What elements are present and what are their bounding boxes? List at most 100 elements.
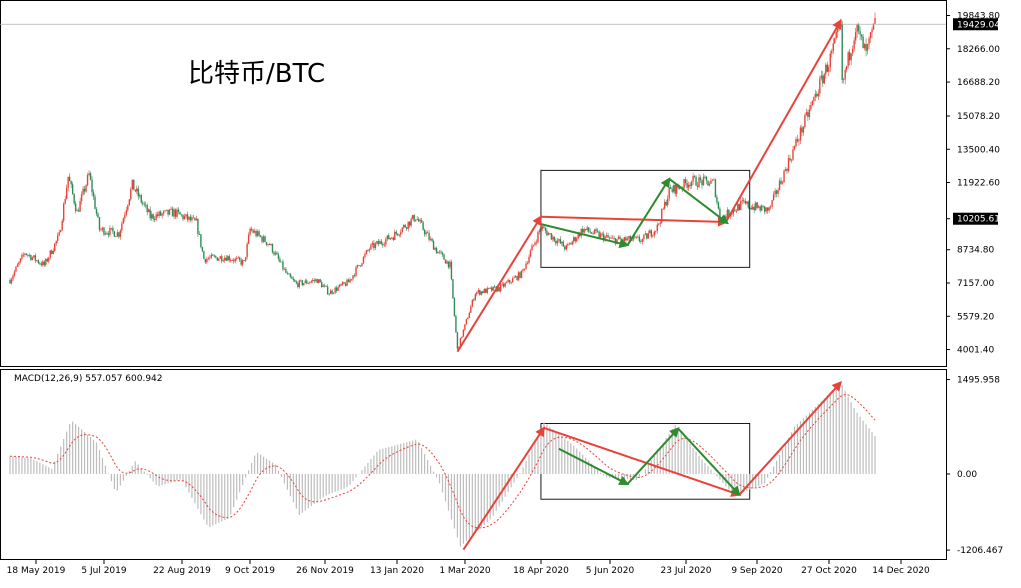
- macd-bar: [686, 440, 688, 474]
- candle-body: [825, 64, 827, 75]
- candle-body: [614, 238, 617, 245]
- macd-bar: [531, 448, 533, 474]
- candle-body: [268, 244, 271, 245]
- candle-body: [113, 231, 116, 237]
- candle-body: [580, 228, 582, 237]
- candle-body: [556, 240, 559, 244]
- macd-bar: [602, 473, 605, 476]
- macd-bar: [409, 441, 411, 474]
- macd-bar: [659, 446, 661, 474]
- candle-body: [323, 285, 326, 287]
- candle-body: [511, 278, 514, 283]
- candle-body: [12, 275, 14, 280]
- candle-body: [400, 232, 402, 235]
- candle-body: [228, 256, 230, 261]
- candle-body: [21, 254, 23, 259]
- price-tag-box: [953, 212, 998, 225]
- candle-body: [250, 228, 253, 231]
- candle-body: [74, 203, 77, 212]
- macd-bar: [343, 473, 345, 489]
- candle-body: [683, 179, 685, 189]
- price-pane: [0, 12, 946, 353]
- candle-body: [440, 251, 442, 253]
- macd-bar: [773, 466, 775, 474]
- candle-body: [279, 259, 281, 262]
- candle-body: [646, 233, 648, 239]
- trend-arrow-red: [456, 215, 542, 353]
- macd-bar: [728, 473, 730, 490]
- macd-bar: [513, 473, 515, 483]
- candle-body: [604, 236, 606, 241]
- macd-bar: [665, 438, 667, 474]
- candle-body: [468, 312, 471, 318]
- candle-body: [16, 264, 19, 267]
- macd-arrow-green: [677, 427, 741, 497]
- candle-body: [611, 237, 614, 239]
- macd-bar: [373, 455, 375, 474]
- candle-body: [735, 210, 738, 212]
- candle-body: [62, 203, 65, 221]
- candle-body: [422, 222, 424, 230]
- candle-body: [464, 324, 466, 330]
- x-tick-label: 18 Apr 2020: [513, 566, 569, 576]
- candle-body: [355, 267, 357, 276]
- candle-body: [771, 200, 773, 207]
- candle-body: [329, 290, 332, 295]
- candle-body: [667, 198, 669, 206]
- macd-bar: [83, 432, 86, 474]
- candle-body: [647, 233, 650, 239]
- candle-body: [807, 112, 809, 117]
- candle-body: [789, 158, 791, 161]
- candle-body: [583, 229, 585, 233]
- macd-bar: [567, 440, 569, 474]
- macd-bar: [698, 455, 700, 474]
- candle-body: [206, 258, 208, 263]
- candle-body: [868, 38, 870, 45]
- candle-body: [407, 221, 409, 229]
- macd-bar: [674, 424, 676, 474]
- macd-bar: [18, 457, 20, 474]
- candle-body: [322, 285, 324, 288]
- candle-body: [359, 265, 362, 267]
- macd-bar: [194, 473, 196, 504]
- candle-body: [148, 209, 150, 213]
- candle-body: [644, 233, 647, 235]
- macd-bar: [328, 473, 330, 495]
- candle-body: [373, 242, 375, 249]
- candle-body: [564, 246, 566, 250]
- candle-body: [483, 288, 485, 293]
- candle-body: [851, 48, 854, 54]
- trend-arrow-red: [725, 18, 842, 223]
- candle-body: [538, 230, 541, 233]
- candle-body: [134, 189, 136, 192]
- macd-bar: [307, 473, 309, 509]
- macd-bar: [823, 398, 825, 474]
- candle-body: [531, 245, 533, 251]
- candle-body: [300, 280, 302, 282]
- macd-bar: [582, 454, 584, 474]
- candle-body: [447, 261, 450, 268]
- candle-body: [643, 234, 645, 240]
- macd-bar: [197, 473, 199, 509]
- candle-body: [793, 146, 796, 150]
- candle-body: [844, 69, 846, 80]
- macd-bar: [424, 453, 426, 474]
- candle-body: [89, 173, 92, 180]
- candle-body: [766, 207, 769, 211]
- candle-body: [334, 287, 336, 293]
- candle-body: [191, 217, 193, 221]
- candle-body: [389, 238, 392, 240]
- candle-body: [68, 176, 71, 182]
- macd-bar: [236, 473, 238, 500]
- candle-body: [798, 140, 800, 142]
- candle-body: [197, 218, 199, 235]
- candle-body: [365, 250, 368, 254]
- macd-bar: [585, 457, 587, 474]
- candle-body: [61, 220, 63, 231]
- candle-body: [222, 260, 224, 262]
- candle-body: [349, 279, 351, 283]
- candle-body: [241, 260, 244, 265]
- candle-body: [401, 227, 403, 233]
- macd-bar: [86, 434, 89, 474]
- macd-bar: [444, 473, 447, 502]
